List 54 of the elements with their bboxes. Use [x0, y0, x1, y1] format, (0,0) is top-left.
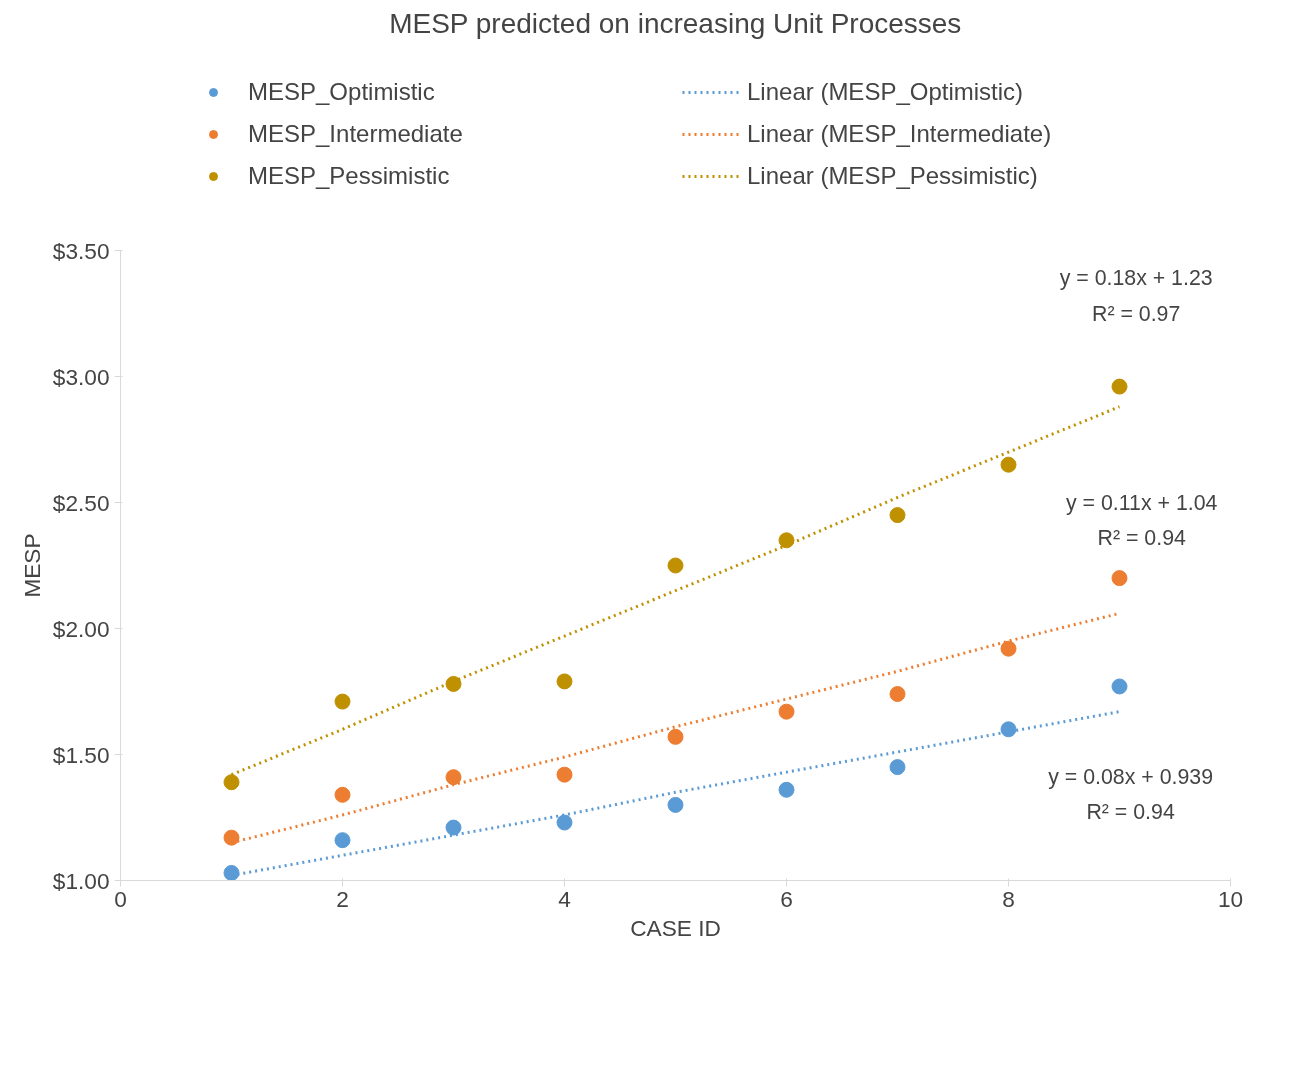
point	[334, 693, 351, 710]
point	[889, 686, 906, 703]
point	[334, 786, 351, 803]
y-tick-label: $2.50	[52, 489, 110, 516]
y-tick-label: $3.00	[52, 363, 110, 390]
legend-label: MESP_Intermediate	[248, 120, 464, 148]
point	[778, 532, 795, 549]
x-tick-label: 0	[114, 885, 127, 912]
point	[1111, 678, 1128, 695]
point	[445, 675, 462, 692]
point	[445, 769, 462, 786]
point	[556, 814, 573, 831]
x-axis-title: CASE ID	[630, 914, 721, 941]
point	[889, 507, 906, 524]
legend-label: Linear (MESP_Intermediate)	[747, 120, 1053, 148]
point	[223, 774, 240, 791]
x-tick-label: 10	[1217, 885, 1244, 912]
annotation: R² = 0.94	[1097, 525, 1186, 550]
point	[889, 759, 906, 776]
point	[1000, 640, 1017, 657]
annotation: y = 0.08x + 0.939	[1048, 765, 1214, 790]
y-tick-label: $1.50	[52, 741, 110, 768]
point	[778, 703, 795, 720]
annotation: R² = 0.94	[1086, 800, 1175, 825]
annotation: y = 0.11x + 1.04	[1066, 490, 1218, 515]
point	[667, 796, 684, 813]
x-tick-label: 2	[336, 885, 349, 912]
point	[334, 832, 351, 849]
point	[1000, 721, 1017, 738]
x-tick-label: 4	[558, 885, 571, 912]
point	[1111, 378, 1128, 395]
legend-label: Linear (MESP_Pessimistic)	[747, 162, 1039, 190]
legend-label: MESP_Optimistic	[248, 78, 436, 106]
y-tick-label: $2.00	[52, 615, 110, 642]
point	[1111, 570, 1128, 587]
point	[223, 829, 240, 846]
point	[445, 819, 462, 836]
y-tick-label: $1.00	[52, 867, 110, 894]
y-tick-label: $3.50	[52, 237, 110, 264]
legend-label: Linear (MESP_Optimistic)	[747, 78, 1025, 106]
annotation: R² = 0.97	[1091, 301, 1181, 326]
legend-label: MESP_Pessimistic	[248, 162, 451, 190]
chart-title: MESP predicted on increasing Unit Processes	[389, 7, 962, 39]
point	[667, 557, 684, 574]
y-axis-title: MESP	[18, 533, 45, 598]
x-tick-label: 8	[1002, 885, 1015, 912]
point	[556, 766, 573, 783]
point	[667, 728, 684, 745]
point	[223, 864, 240, 881]
x-tick-label: 6	[780, 885, 793, 912]
point	[778, 781, 795, 798]
point	[1000, 456, 1017, 473]
point	[556, 673, 573, 690]
annotation: y = 0.18x + 1.23	[1059, 266, 1213, 291]
